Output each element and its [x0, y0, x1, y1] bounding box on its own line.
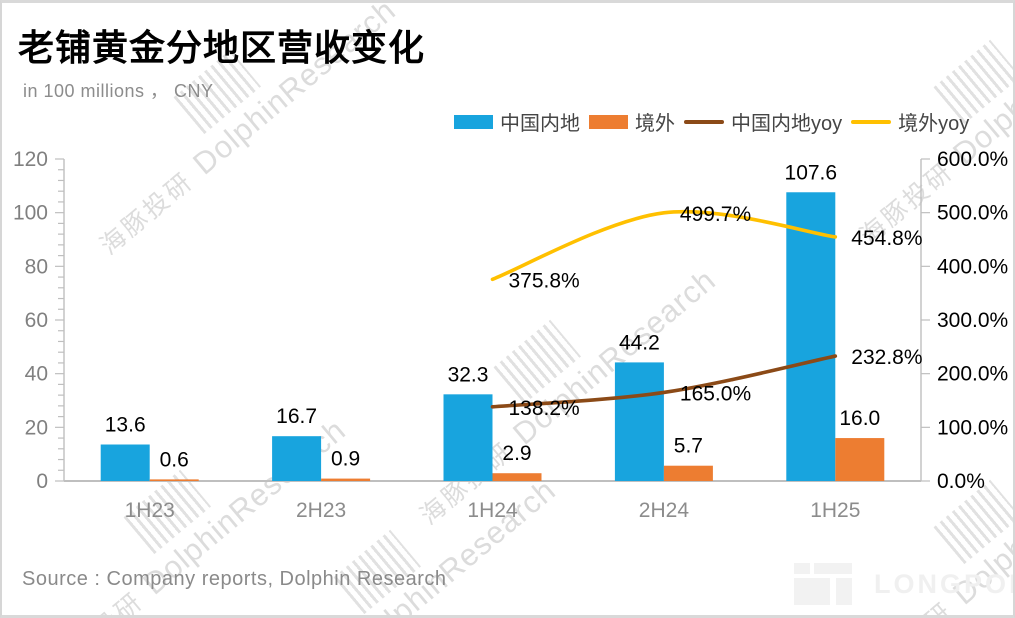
page-title: 老铺黄金分地区营收变化 — [18, 27, 426, 68]
bar-中国内地-1H25 — [786, 192, 836, 482]
legend: 中国内地 境外 中国内地yoy 境外yoy — [454, 107, 969, 136]
x-axis-category-label: 2H24 — [639, 499, 690, 522]
legend-label-overseas-yoy: 境外yoy — [898, 113, 970, 135]
line-value-label: 232.8% — [851, 346, 922, 369]
longport-logo-text: LONGPORT — [874, 568, 1013, 599]
bar-中国内地-1H23 — [100, 444, 150, 481]
bar-value-label: 2.9 — [502, 442, 531, 465]
unit-note: in 100 millions ， CNY — [23, 81, 214, 101]
line-中国内地yoy — [490, 354, 838, 409]
legend-item-overseas: 境外 — [589, 107, 675, 136]
left-axis-tick-label: 20 — [25, 416, 48, 439]
x-axis-category-label: 1H25 — [810, 499, 860, 522]
right-axis-tick-label: 500.0% — [937, 202, 1008, 225]
bar-中国内地-1H24 — [443, 394, 493, 481]
right-axis-tick-label: 200.0% — [937, 363, 1008, 386]
left-axis-tick-label: 40 — [25, 363, 48, 386]
x-axis-category-label: 1H23 — [125, 499, 175, 522]
bar-value-label: 16.0 — [839, 407, 880, 430]
bar-value-label: 16.7 — [276, 405, 317, 428]
longport-logo: LONGPORT — [792, 563, 1013, 605]
bar-value-label: 13.6 — [105, 414, 146, 437]
line-value-label: 138.2% — [509, 397, 580, 420]
right-axis-tick-label: 100.0% — [937, 416, 1008, 439]
bar-value-label: 5.7 — [674, 435, 703, 458]
plot-area: 0 20 40 60 80 100 120 0.0% 100.0% 200.0% 300.0% 400… — [13, 148, 1008, 522]
left-axis-tick-label: 120 — [13, 148, 48, 171]
right-axis-tick-label: 600.0% — [937, 148, 1008, 171]
bar-中国内地-2H24 — [614, 362, 664, 481]
legend-item-overseas-yoy: 境外yoy — [851, 107, 969, 136]
longport-logo-mark — [792, 563, 852, 605]
bar-value-label: 107.6 — [785, 161, 838, 184]
source-note: Source : Company reports, Dolphin Resear… — [22, 568, 447, 590]
legend-swatch-overseas — [589, 114, 628, 129]
line-value-label: 454.8% — [851, 227, 922, 250]
left-axis-tick-label: 60 — [25, 309, 48, 332]
legend-item-mainland-yoy: 中国内地yoy — [684, 107, 842, 136]
bar-value-label: 44.2 — [619, 331, 660, 354]
left-axis-tick-label: 100 — [13, 202, 48, 225]
bar-境外-2H23 — [321, 478, 371, 481]
legend-swatch-overseas-yoy — [851, 119, 892, 124]
bar-value-label: 0.9 — [331, 448, 360, 471]
bar-境外-1H24 — [492, 473, 542, 481]
right-axis-tick-label: 0.0% — [937, 470, 985, 493]
bar-境外-1H25 — [835, 438, 885, 481]
line-value-label: 375.8% — [509, 269, 580, 292]
right-axis-tick-label: 300.0% — [937, 309, 1008, 332]
legend-swatch-mainland-yoy — [684, 119, 724, 124]
bar-value-label: 0.6 — [160, 448, 189, 471]
legend-label-mainland: 中国内地 — [500, 113, 580, 135]
bar-境外-1H23 — [149, 479, 199, 481]
bar-中国内地-2H23 — [272, 436, 322, 481]
x-axis-category-label: 2H23 — [296, 499, 346, 522]
legend-label-mainland-yoy: 中国内地yoy — [731, 113, 843, 135]
bar-value-label: 32.3 — [448, 363, 489, 386]
left-axis-tick-label: 0 — [36, 470, 48, 493]
line-value-label: 165.0% — [680, 382, 751, 405]
legend-item-mainland: 中国内地 — [454, 107, 580, 136]
left-axis-tick-label: 80 — [25, 255, 48, 278]
line-境外yoy — [490, 209, 838, 282]
legend-swatch-mainland — [454, 114, 493, 129]
legend-label-overseas: 境外 — [635, 113, 675, 135]
x-axis-category-label: 1H24 — [467, 499, 518, 522]
right-axis-tick-label: 400.0% — [937, 255, 1008, 278]
line-value-label: 499.7% — [680, 203, 751, 226]
bar-境外-2H24 — [663, 465, 713, 481]
